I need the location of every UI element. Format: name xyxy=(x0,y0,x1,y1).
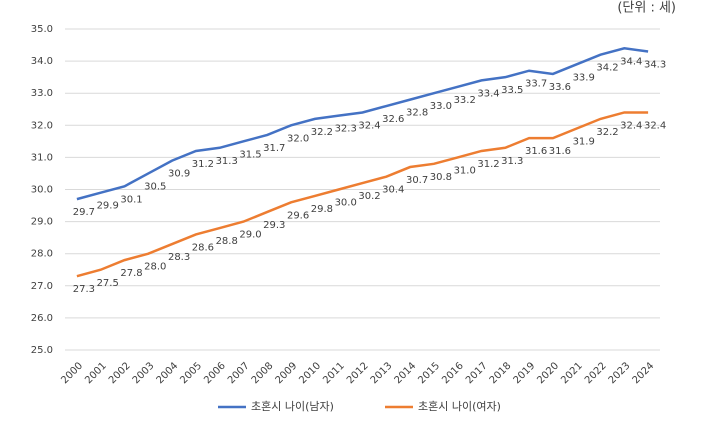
data-label: 30.8 xyxy=(430,172,452,183)
series-line xyxy=(76,46,649,201)
data-label: 34.4 xyxy=(620,56,642,67)
legend-label: 초혼시 나이(남자) xyxy=(251,400,334,413)
x-tick-label: 2001 xyxy=(83,360,109,386)
data-label: 31.0 xyxy=(454,165,476,176)
data-label: 30.7 xyxy=(406,175,428,186)
data-label: 31.3 xyxy=(216,156,238,167)
x-tick-label: 2017 xyxy=(464,360,490,386)
data-label: 32.0 xyxy=(287,133,309,144)
x-tick-label: 2019 xyxy=(512,360,538,386)
x-tick-label: 2014 xyxy=(393,360,419,386)
data-label: 28.8 xyxy=(216,236,238,247)
x-tick-label: 2002 xyxy=(107,360,133,386)
x-tick-label: 2009 xyxy=(274,360,300,386)
x-tick-label: 2008 xyxy=(250,360,276,386)
data-label: 30.4 xyxy=(382,185,404,196)
data-label: 32.4 xyxy=(620,120,642,131)
data-label: 31.6 xyxy=(549,146,571,157)
data-label: 29.9 xyxy=(97,201,119,212)
data-label: 34.2 xyxy=(596,63,618,74)
x-tick-label: 2016 xyxy=(440,360,466,386)
data-label: 28.3 xyxy=(168,252,190,263)
data-label: 27.5 xyxy=(97,278,119,289)
x-tick-label: 2005 xyxy=(178,360,204,386)
data-label: 30.2 xyxy=(358,191,380,202)
data-label: 33.4 xyxy=(477,88,499,99)
x-tick-label: 2010 xyxy=(297,360,323,386)
data-label: 32.6 xyxy=(382,114,404,125)
data-label: 29.3 xyxy=(263,220,285,231)
y-tick-label: 33.0 xyxy=(31,88,53,99)
x-tick-label: 2011 xyxy=(321,360,347,386)
data-label: 32.4 xyxy=(358,120,380,131)
y-tick-label: 34.0 xyxy=(31,56,53,67)
data-label: 31.3 xyxy=(501,156,523,167)
x-tick-label: 2022 xyxy=(583,360,609,386)
data-label: 28.6 xyxy=(192,242,214,253)
x-tick-label: 2004 xyxy=(155,360,181,386)
data-label: 27.3 xyxy=(73,284,95,295)
x-tick-label: 2006 xyxy=(202,360,228,386)
y-tick-label: 30.0 xyxy=(31,185,53,196)
series-line xyxy=(76,111,649,278)
y-tick-label: 29.0 xyxy=(31,217,53,228)
data-label: 29.6 xyxy=(287,210,309,221)
data-label: 29.0 xyxy=(239,230,261,241)
y-tick-label: 32.0 xyxy=(31,120,53,131)
data-label: 30.9 xyxy=(168,169,190,180)
data-label: 31.7 xyxy=(263,143,285,154)
data-label: 32.4 xyxy=(644,120,666,131)
data-label: 32.3 xyxy=(335,124,357,135)
x-tick-label: 2018 xyxy=(488,360,514,386)
data-label: 31.5 xyxy=(239,149,261,160)
x-tick-label: 2007 xyxy=(226,360,252,386)
unit-note: (단위 : 세) xyxy=(617,1,676,16)
data-label: 28.0 xyxy=(144,262,166,273)
y-tick-label: 25.0 xyxy=(31,345,53,356)
data-label: 30.0 xyxy=(335,198,357,209)
data-label: 31.2 xyxy=(192,159,214,170)
data-label: 29.8 xyxy=(311,204,333,215)
x-tick-label: 2023 xyxy=(607,360,633,386)
data-label: 32.2 xyxy=(311,127,333,138)
x-tick-label: 2003 xyxy=(131,360,157,386)
data-label: 30.5 xyxy=(144,181,166,192)
x-tick-label: 2012 xyxy=(345,360,371,386)
legend-label: 초혼시 나이(여자) xyxy=(418,400,501,413)
x-tick-label: 2024 xyxy=(631,360,657,386)
x-tick-label: 2020 xyxy=(535,360,561,386)
data-label: 33.6 xyxy=(549,82,571,93)
data-label: 27.8 xyxy=(120,268,142,279)
data-label: 32.2 xyxy=(596,127,618,138)
x-tick-label: 2021 xyxy=(559,360,585,386)
data-label: 31.2 xyxy=(477,159,499,170)
y-tick-label: 31.0 xyxy=(31,152,53,163)
data-label: 33.2 xyxy=(454,95,476,106)
y-tick-label: 35.0 xyxy=(31,24,53,35)
data-label: 34.3 xyxy=(644,59,666,70)
y-tick-label: 28.0 xyxy=(31,249,53,260)
data-label: 29.7 xyxy=(73,207,95,218)
x-tick-label: 2013 xyxy=(369,360,395,386)
data-label: 30.1 xyxy=(120,194,142,205)
data-label: 33.0 xyxy=(430,101,452,112)
x-tick-label: 2000 xyxy=(59,360,85,386)
data-label: 31.9 xyxy=(573,137,595,148)
data-label: 33.5 xyxy=(501,85,523,96)
data-label: 33.7 xyxy=(525,79,547,90)
y-tick-label: 26.0 xyxy=(31,313,53,324)
data-label: 32.8 xyxy=(406,108,428,119)
x-tick-label: 2015 xyxy=(416,360,442,386)
data-label: 33.9 xyxy=(573,72,595,83)
y-tick-label: 27.0 xyxy=(31,281,53,292)
data-label: 31.6 xyxy=(525,146,547,157)
